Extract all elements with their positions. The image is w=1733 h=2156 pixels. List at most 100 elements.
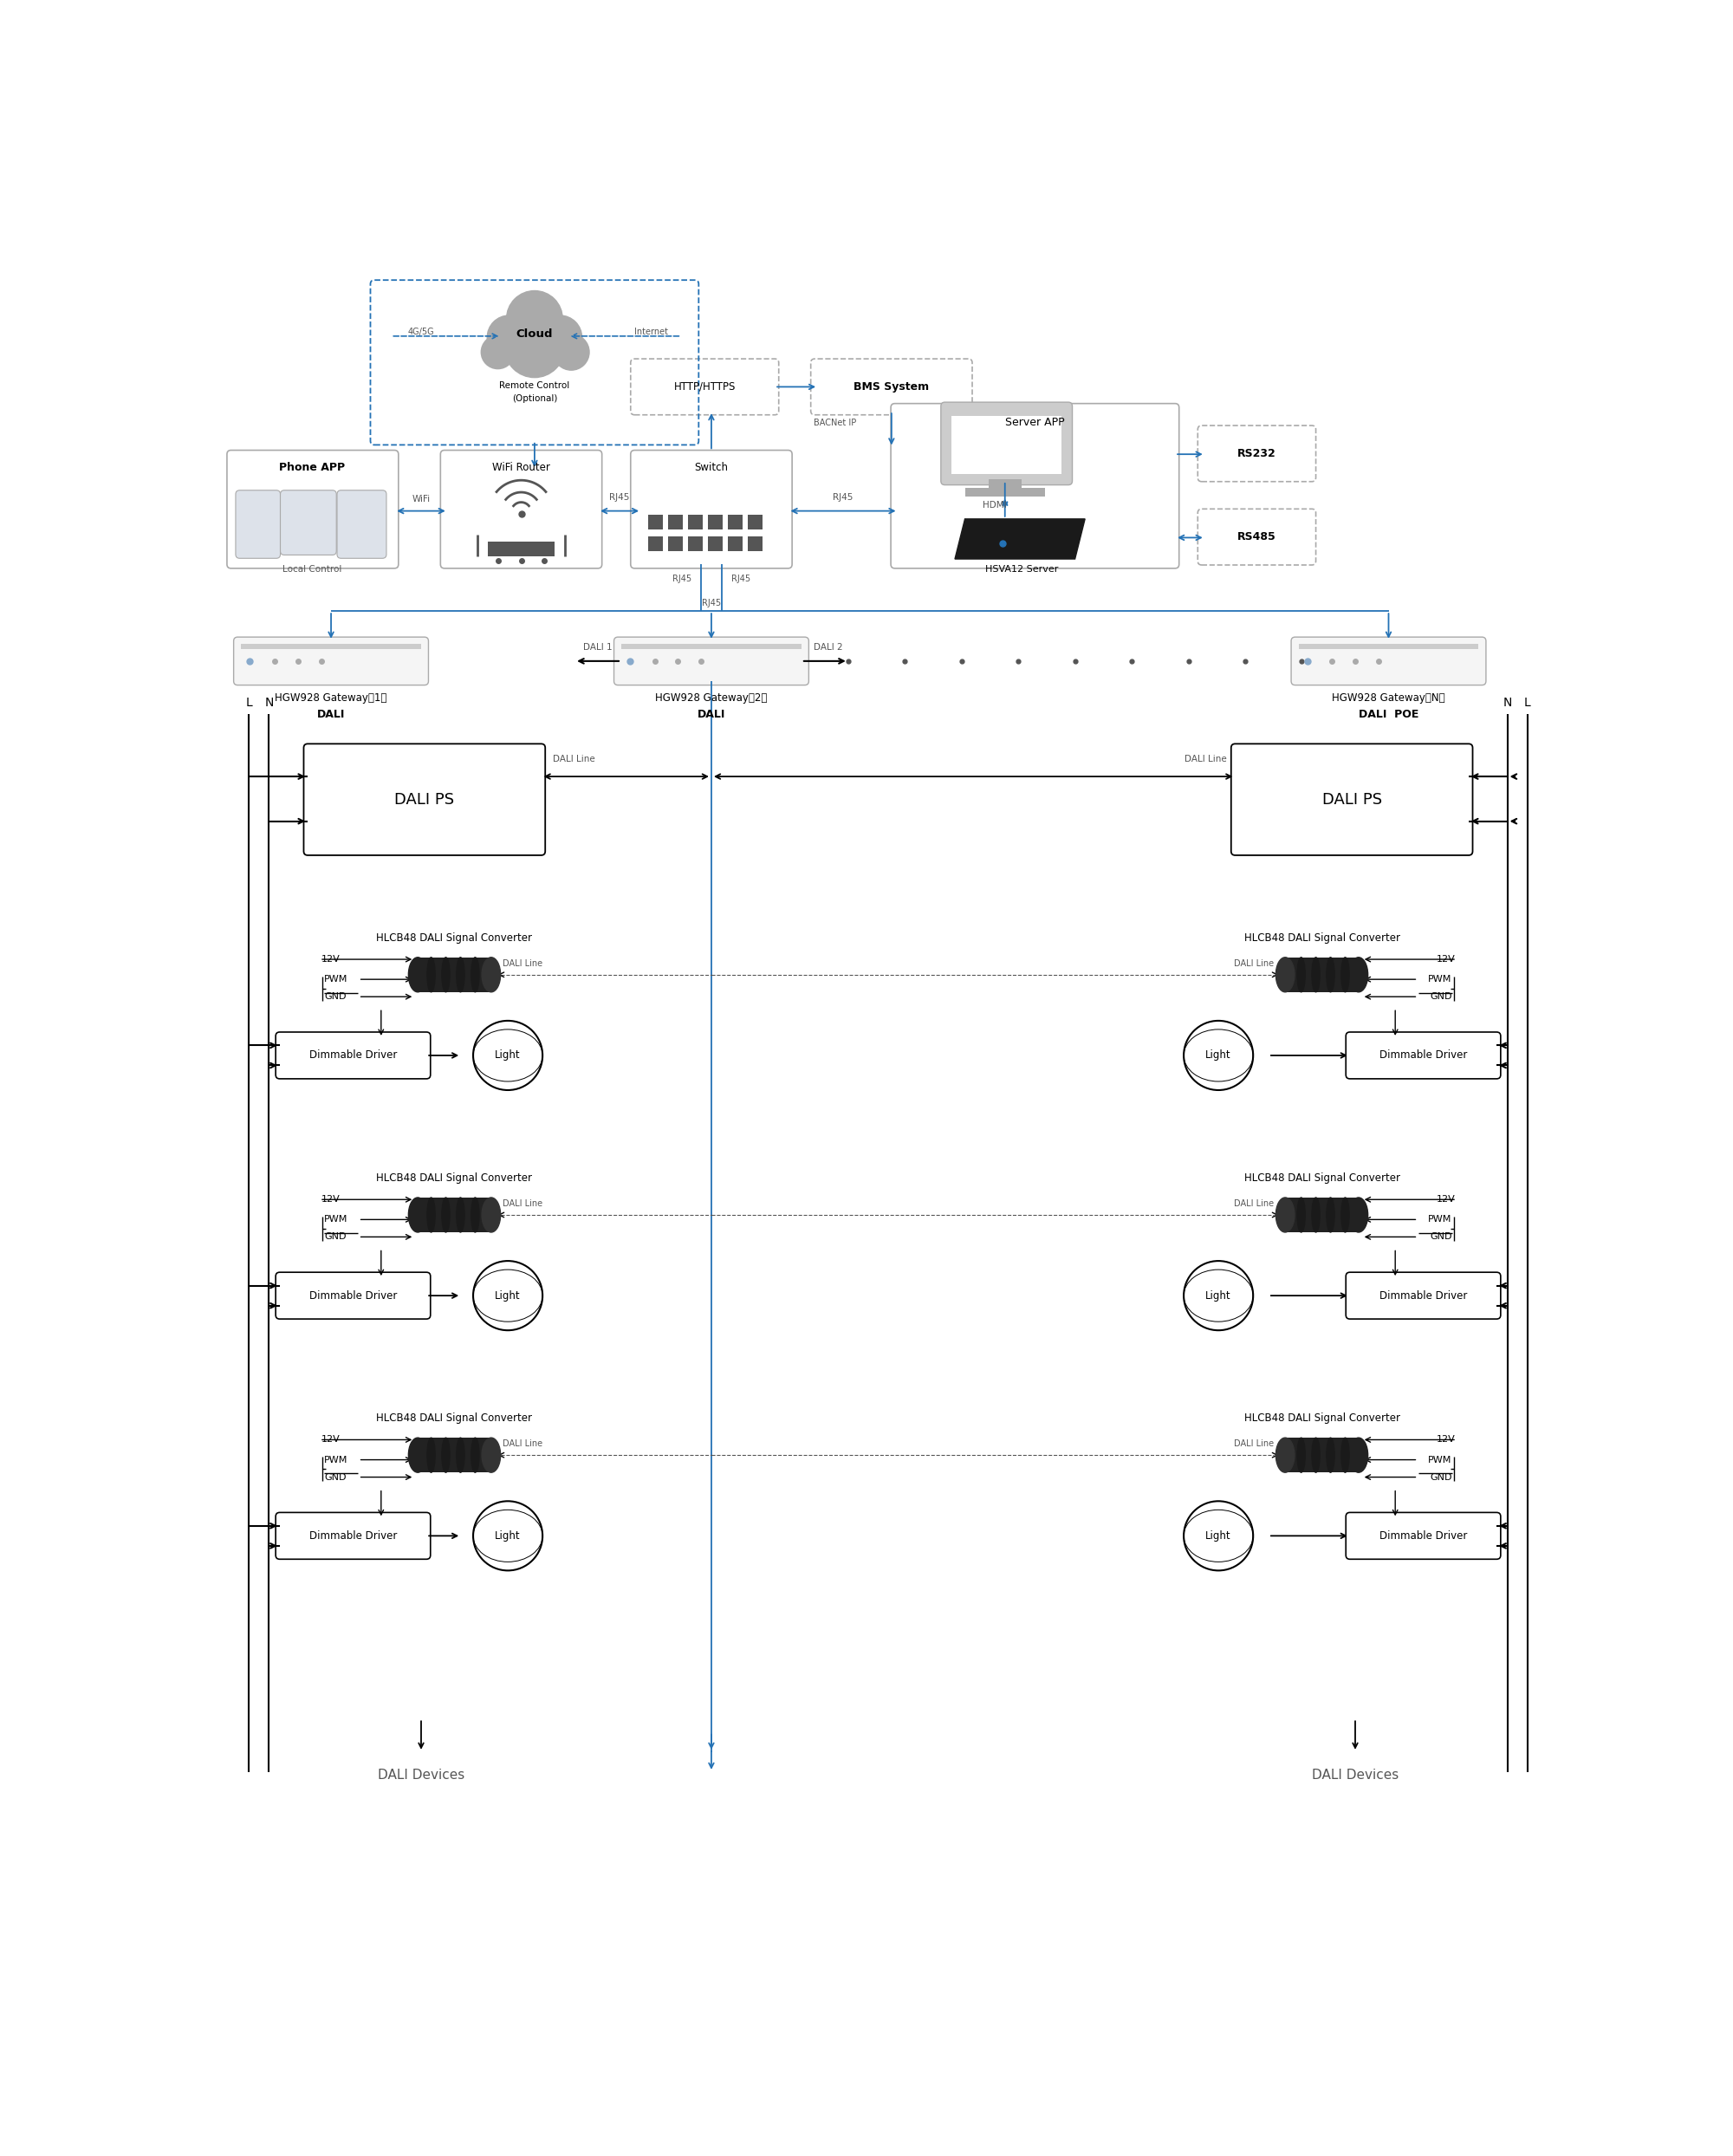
Ellipse shape (471, 1197, 478, 1233)
Text: DALI PS: DALI PS (395, 791, 454, 806)
Ellipse shape (482, 1197, 501, 1233)
Text: Local Control: Local Control (282, 565, 341, 573)
Bar (709, 537, 723, 552)
Circle shape (553, 334, 589, 371)
Text: BACNet IP: BACNet IP (813, 418, 856, 427)
Text: 12V: 12V (1437, 1194, 1456, 1203)
Text: HGW928 Gateway（N）: HGW928 Gateway（N） (1333, 692, 1445, 703)
Ellipse shape (1312, 1438, 1321, 1473)
Ellipse shape (1350, 957, 1367, 992)
Ellipse shape (426, 1197, 435, 1233)
Text: Dimmable Driver: Dimmable Driver (1379, 1289, 1468, 1302)
FancyBboxPatch shape (276, 1272, 430, 1319)
Text: DALI Line: DALI Line (503, 959, 542, 968)
Text: PWM: PWM (1428, 1216, 1452, 1225)
Text: Cloud: Cloud (516, 328, 553, 341)
FancyBboxPatch shape (281, 489, 336, 554)
Bar (667, 537, 683, 552)
FancyBboxPatch shape (941, 403, 1073, 485)
Text: HSVA12 Server: HSVA12 Server (984, 565, 1059, 573)
Text: WiFi Router: WiFi Router (492, 461, 549, 472)
Bar (965, 487, 1045, 496)
Ellipse shape (1275, 1438, 1295, 1473)
FancyBboxPatch shape (276, 1033, 430, 1078)
Text: BMS System: BMS System (854, 382, 929, 392)
FancyBboxPatch shape (891, 403, 1178, 569)
Text: Internet: Internet (634, 328, 669, 336)
Text: DALI 2: DALI 2 (813, 642, 842, 651)
Ellipse shape (1326, 1438, 1334, 1473)
Circle shape (537, 315, 582, 360)
Bar (1286, 957, 1359, 992)
Bar (728, 515, 743, 530)
Text: HLCB48 DALI Signal Converter: HLCB48 DALI Signal Converter (376, 1412, 532, 1423)
Text: HLCB48 DALI Signal Converter: HLCB48 DALI Signal Converter (1244, 1412, 1400, 1423)
Text: DALI Line: DALI Line (1234, 1440, 1274, 1449)
Ellipse shape (1326, 957, 1334, 992)
Bar (988, 479, 1022, 489)
Text: Server APP: Server APP (1005, 418, 1064, 429)
Ellipse shape (409, 957, 426, 992)
Text: DALI Line: DALI Line (503, 1199, 542, 1207)
Text: (Optional): (Optional) (511, 395, 558, 403)
Text: N: N (1503, 696, 1511, 709)
Text: DALI 1: DALI 1 (584, 642, 612, 651)
Text: 12V: 12V (321, 1436, 340, 1445)
Bar (418, 1197, 490, 1233)
Text: GND: GND (324, 992, 347, 1000)
Text: 4G/5G: 4G/5G (407, 328, 435, 336)
Text: Dimmable Driver: Dimmable Driver (1379, 1050, 1468, 1061)
Text: HLCB48 DALI Signal Converter: HLCB48 DALI Signal Converter (1244, 931, 1400, 944)
Ellipse shape (1298, 1197, 1305, 1233)
Bar (1298, 645, 1478, 649)
Text: Dimmable Driver: Dimmable Driver (308, 1531, 397, 1542)
Ellipse shape (482, 957, 501, 992)
FancyBboxPatch shape (303, 744, 546, 856)
Text: Light: Light (1206, 1531, 1230, 1542)
Ellipse shape (426, 957, 435, 992)
Text: HTTP/HTTPS: HTTP/HTTPS (674, 382, 735, 392)
Text: N: N (265, 696, 274, 709)
FancyBboxPatch shape (631, 358, 778, 414)
Text: DALI: DALI (317, 709, 345, 720)
Circle shape (482, 336, 515, 369)
Ellipse shape (1312, 1197, 1321, 1233)
FancyBboxPatch shape (613, 636, 809, 686)
Ellipse shape (1326, 1197, 1334, 1233)
Text: WiFi: WiFi (412, 494, 430, 502)
Text: PWM: PWM (1428, 975, 1452, 983)
Bar (951, 416, 1062, 474)
Text: HLCB48 DALI Signal Converter: HLCB48 DALI Signal Converter (376, 931, 532, 944)
Text: GND: GND (1430, 992, 1452, 1000)
Ellipse shape (1341, 1438, 1350, 1473)
Text: PWM: PWM (1428, 1455, 1452, 1464)
Text: Light: Light (1206, 1289, 1230, 1302)
Ellipse shape (1341, 957, 1350, 992)
Bar (749, 515, 763, 530)
Bar (1286, 1197, 1359, 1233)
Text: Switch: Switch (695, 461, 728, 472)
Text: RS485: RS485 (1237, 530, 1275, 543)
Bar (667, 515, 683, 530)
Text: 12V: 12V (321, 955, 340, 964)
Ellipse shape (1350, 1197, 1367, 1233)
Text: RJ45: RJ45 (731, 576, 750, 584)
Ellipse shape (482, 1438, 501, 1473)
Ellipse shape (456, 1197, 464, 1233)
Text: RS232: RS232 (1237, 448, 1275, 459)
Bar (688, 515, 702, 530)
Text: GND: GND (324, 1473, 347, 1481)
Ellipse shape (442, 1438, 451, 1473)
Ellipse shape (456, 1438, 464, 1473)
FancyBboxPatch shape (1347, 1033, 1501, 1078)
Text: DALI Line: DALI Line (553, 755, 594, 763)
Text: GND: GND (1430, 1473, 1452, 1481)
Text: RJ45: RJ45 (672, 576, 691, 584)
Text: DALI: DALI (697, 709, 726, 720)
Ellipse shape (409, 1438, 426, 1473)
FancyBboxPatch shape (236, 489, 281, 558)
Text: DALI PS: DALI PS (1322, 791, 1381, 806)
FancyBboxPatch shape (1347, 1514, 1501, 1559)
FancyBboxPatch shape (1198, 509, 1315, 565)
Polygon shape (955, 520, 1085, 558)
